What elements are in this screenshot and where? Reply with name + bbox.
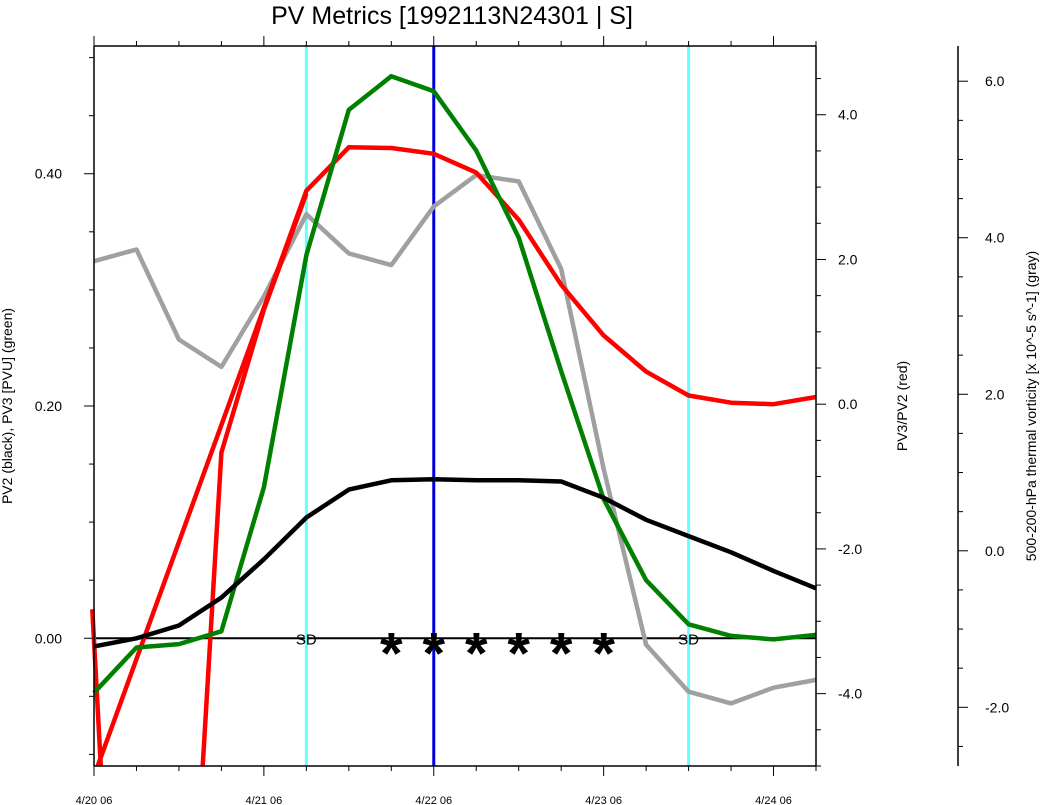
right-y-tick-label: 2.0	[838, 251, 858, 267]
far-right-y-tick-label: 6.0	[985, 73, 1005, 89]
x-tick-label: 4/20 06	[76, 795, 113, 805]
star-marker: *	[592, 621, 615, 686]
left-axis-label: PV2 (black), PV3 [PVU] (green)	[0, 308, 15, 504]
star-marker: *	[380, 621, 403, 686]
right-y-tick-label: -2.0	[838, 541, 862, 557]
right-y-tick-label: 0.0	[838, 396, 858, 412]
sd-marker-label: SD	[296, 631, 317, 648]
far-right-axis-label: 500-200-hPa thermal vorticity [x 10^-5 s…	[1023, 251, 1039, 561]
sd-marker-label: SD	[678, 631, 699, 648]
left-y-tick-label: 0.20	[35, 398, 62, 414]
star-marker: *	[550, 621, 573, 686]
series-line-pv3	[92, 73, 817, 695]
series-line-pv2	[93, 476, 817, 649]
markers-layer: * * * * * * SD SD	[296, 621, 699, 686]
right-y-tick-label: 4.0	[838, 107, 858, 123]
chart-title: PV Metrics [1992113N24301 | S]	[271, 2, 633, 30]
right-y-tick-label: -4.0	[838, 686, 862, 702]
x-tick-label: 4/24 06	[755, 795, 792, 805]
star-marker: *	[422, 621, 445, 686]
x-tick-label: 4/22 06	[415, 795, 452, 805]
right-axis-label: PV3/PV2 (red)	[894, 361, 910, 451]
star-marker: *	[465, 621, 488, 686]
far-right-y-tick-label: -2.0	[985, 699, 1009, 715]
vertical-lines-layer	[304, 46, 691, 766]
series-line-pv3-pv2	[95, 145, 817, 766]
series-line-thermal-vorticity	[93, 172, 817, 706]
far-right-y-tick-label: 2.0	[985, 386, 1005, 402]
series-layer	[90, 73, 817, 766]
frame-layer: 4/20 06 4/21 06 4/22 06 4/23 06 4/24 06 0.00 0…	[0, 36, 1039, 805]
x-tick-label: 4/23 06	[585, 795, 622, 805]
x-tick-label: 4/21 06	[246, 795, 283, 805]
left-y-tick-label: 0.40	[35, 166, 62, 182]
far-right-y-tick-label: 4.0	[985, 230, 1005, 246]
far-right-y-tick-label: 0.0	[985, 543, 1005, 559]
left-y-tick-label: 0.00	[35, 630, 62, 646]
series-line-pv3-pv2-start-1	[200, 192, 309, 766]
star-marker: *	[507, 621, 530, 686]
